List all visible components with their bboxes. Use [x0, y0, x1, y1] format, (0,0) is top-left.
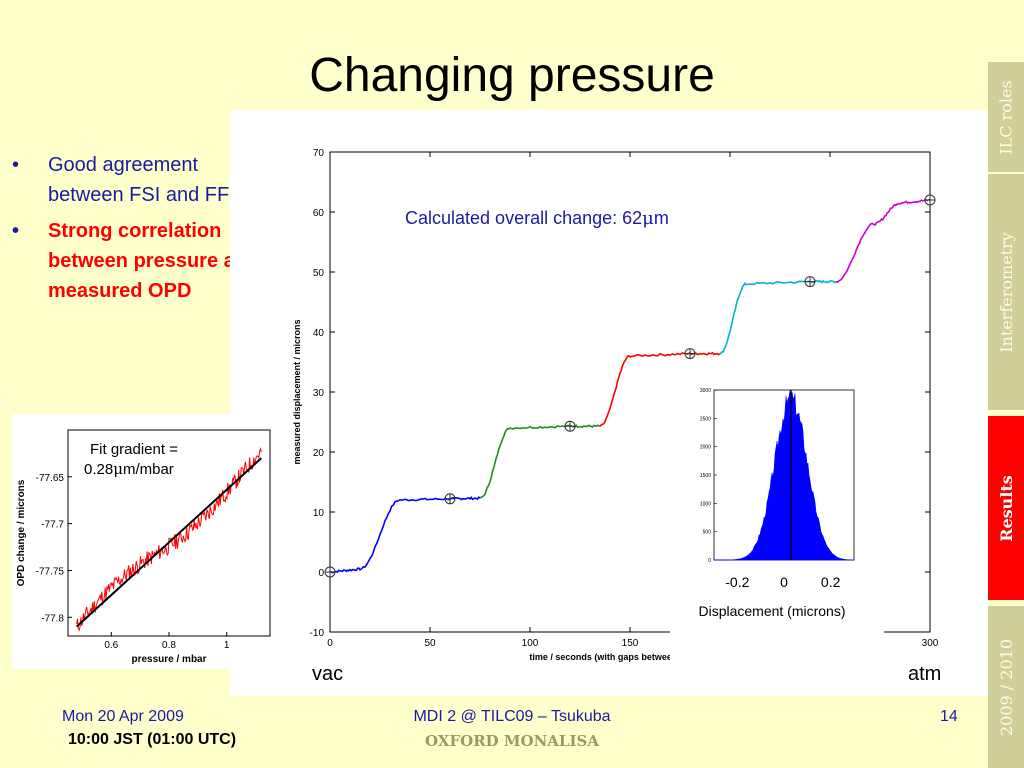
fit-gradient-label: Fit gradient =: [90, 441, 178, 458]
y-tick-label: -77.75: [36, 566, 65, 577]
x-tick-label: 50: [424, 638, 436, 649]
main-chart: 050100150200250300-10010203040506070time…: [292, 148, 941, 685]
bullet-glyph: •: [12, 154, 20, 176]
footer-date: Mon 20 Apr 2009: [62, 708, 184, 725]
hist-y-tick-label: 1500: [700, 473, 711, 479]
histogram-fill: [714, 390, 855, 561]
plot-frame: [67, 429, 271, 637]
y-axis-label: OPD change / microns: [16, 479, 27, 586]
bullet-item: • Good agreement between FSI and FFI: [12, 150, 272, 210]
vacuum-label: vac: [312, 663, 343, 685]
slide-title: Changing pressure: [309, 49, 715, 102]
tab-ilc-roles[interactable]: ILC roles: [988, 62, 1024, 172]
tab-label: ILC roles: [996, 79, 1016, 155]
overall-change-annotation: Calculated overall change: 62μm: [405, 208, 669, 229]
y-tick-label: 10: [313, 508, 325, 519]
x-axis-label: pressure / mbar: [131, 654, 206, 665]
y-tick-label: -10: [310, 628, 325, 639]
x-axis-label: time / seconds (with gaps between 'steps…: [529, 652, 710, 662]
y-tick-label: 30: [313, 388, 325, 399]
tab-results[interactable]: Results: [988, 416, 1024, 600]
tab-interferometry[interactable]: Interferometry: [988, 174, 1024, 410]
x-tick-label: 150: [622, 638, 639, 649]
y-tick-label: 0: [318, 568, 324, 579]
pressure-chart-panel: 0.6 0.8 1 -77.65 -77.7 -77.75 -77.8 pressure / …: [12, 414, 278, 669]
hist-y-tick-label: 3000: [700, 388, 711, 394]
x-tick-label: 0: [327, 638, 333, 649]
y-tick-label: -77.65: [36, 473, 65, 484]
series-line-1: [329, 496, 481, 574]
y-axis-label: measured displacement / microns: [292, 319, 302, 464]
hist-y-tick-label: 1000: [700, 501, 711, 507]
bullet-item: • Strong correlation between pressure an…: [12, 216, 272, 306]
footer-event: MDI 2 @ TILC09 – Tsukuba: [413, 708, 611, 725]
hist-y-tick-label: 2000: [700, 445, 711, 451]
tab-label: Results: [996, 474, 1016, 542]
hist-y-tick-label: 0: [708, 558, 711, 564]
hist-x-tick-label: 0: [780, 574, 788, 590]
x-tick-label: 0.8: [162, 640, 176, 651]
y-tick-label: -77.7: [41, 520, 64, 531]
y-tick-label: -77.8: [41, 613, 64, 624]
tab-2009-2010[interactable]: 2009 / 2010: [988, 606, 1024, 768]
bullet-glyph: •: [12, 220, 20, 242]
fit-gradient-value: 0.28μm/mbar: [84, 460, 174, 478]
opd-measurement-line: [76, 446, 262, 632]
page-number: 14: [940, 708, 958, 725]
fit-line: [75, 457, 263, 628]
main-chart-panel: 050100150200250300-10010203040506070time…: [230, 110, 988, 696]
hist-y-tick-label: 2500: [700, 416, 711, 422]
y-tick-label: 20: [313, 448, 325, 459]
tab-label: Interferometry: [996, 231, 1016, 353]
x-tick-label: 300: [922, 638, 939, 649]
x-tick-label: 1: [224, 640, 230, 651]
hist-x-tick-label: 0.2: [821, 574, 841, 590]
hist-x-axis-label: Displacement (microns): [698, 603, 845, 619]
x-tick-label: 0.6: [104, 640, 118, 651]
hist-y-tick-label: 500: [703, 530, 712, 536]
series-line-3: [599, 351, 721, 427]
atmosphere-label: atm: [908, 663, 941, 685]
y-tick-label: 50: [313, 268, 325, 279]
x-tick-label: 100: [522, 638, 539, 649]
series-line-2: [479, 424, 601, 499]
pressure-chart: 0.6 0.8 1 -77.65 -77.7 -77.75 -77.8 pressure / …: [16, 429, 271, 665]
bullet-text-agreement: Good agreement between FSI and FFI: [48, 154, 235, 206]
bullet-text-correlation: Strong correlation between pressure and …: [48, 220, 260, 302]
y-tick-label: 70: [313, 148, 325, 159]
footer-time: 10:00 JST (01:00 UTC): [68, 731, 237, 748]
series-line-4: [719, 279, 837, 355]
y-tick-label: 40: [313, 328, 325, 339]
footer-organization: OXFORD MONALISA: [425, 732, 599, 750]
series-line-5: [835, 198, 931, 283]
section-sidebar: ILC roles Interferometry Results 2009 / …: [988, 62, 1024, 768]
y-tick-label: 60: [313, 208, 325, 219]
bullet-list: • Good agreement between FSI and FFI • S…: [12, 150, 272, 312]
hist-x-tick-label: -0.2: [725, 574, 749, 590]
